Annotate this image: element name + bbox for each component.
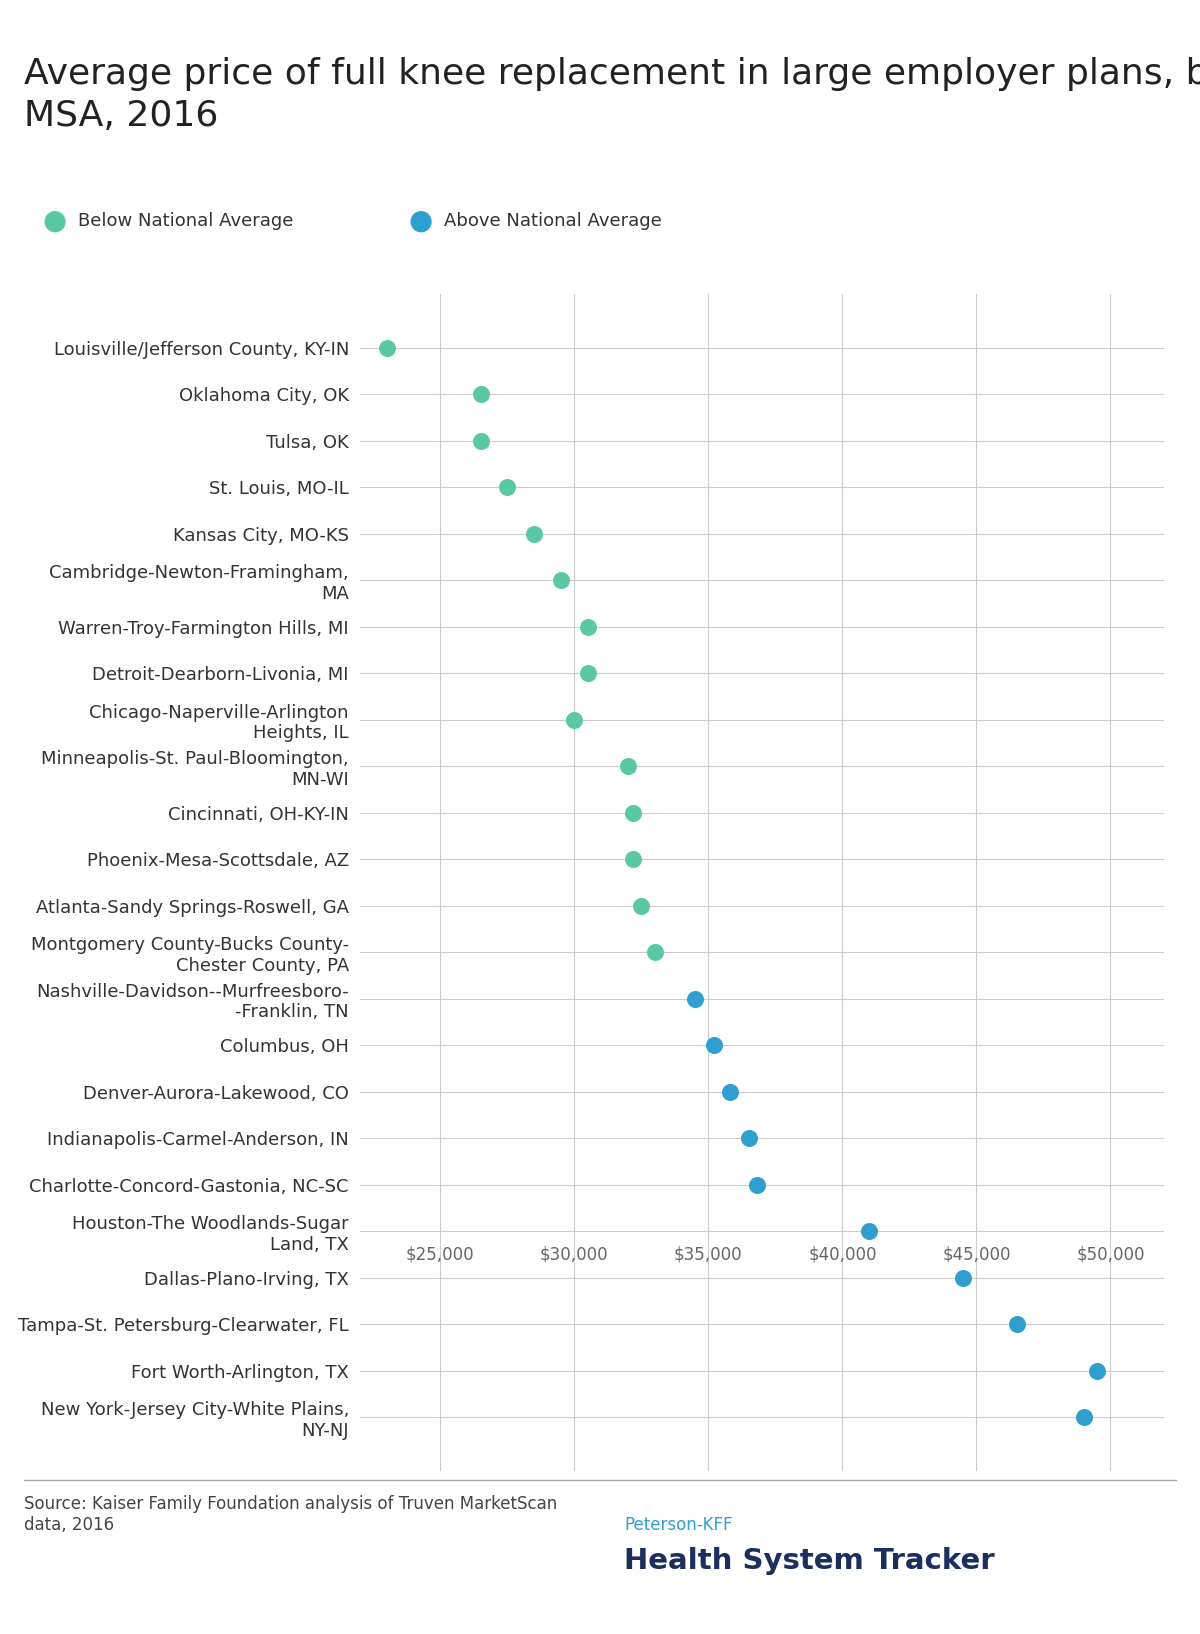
Point [470, 381, 491, 407]
Point [631, 892, 650, 918]
Text: $35,000: $35,000 [674, 1245, 743, 1263]
Text: Source: Kaiser Family Foundation analysis of Truven MarketScan
data, 2016: Source: Kaiser Family Foundation analysi… [24, 1495, 557, 1534]
Point [1007, 1310, 1026, 1337]
Point [1087, 1358, 1106, 1384]
Text: Average price of full knee replacement in large employer plans, by
MSA, 2016: Average price of full knee replacement i… [24, 57, 1200, 134]
Point [470, 428, 491, 454]
Point [578, 660, 598, 686]
Text: $40,000: $40,000 [808, 1245, 877, 1263]
Point [578, 613, 598, 639]
Text: Health System Tracker: Health System Tracker [624, 1547, 995, 1575]
Point [377, 335, 396, 361]
Point [618, 753, 637, 779]
Point [685, 985, 704, 1011]
Point [954, 1265, 973, 1291]
Point [739, 1126, 758, 1152]
Text: ●: ● [408, 206, 432, 235]
Text: Below National Average: Below National Average [78, 211, 293, 230]
Text: $30,000: $30,000 [540, 1245, 608, 1263]
Text: $45,000: $45,000 [942, 1245, 1010, 1263]
Point [748, 1172, 767, 1198]
Text: Peterson-KFF: Peterson-KFF [624, 1516, 732, 1534]
Point [498, 474, 517, 500]
Point [704, 1033, 724, 1059]
Point [624, 799, 643, 825]
Point [646, 940, 665, 966]
Point [624, 846, 643, 873]
Point [859, 1217, 878, 1243]
Text: Above National Average: Above National Average [444, 211, 661, 230]
Point [1074, 1404, 1093, 1430]
Text: ●: ● [42, 206, 66, 235]
Point [565, 706, 584, 732]
Text: $50,000: $50,000 [1076, 1245, 1145, 1263]
Point [552, 567, 571, 593]
Point [720, 1078, 739, 1105]
Point [524, 521, 544, 547]
Text: $25,000: $25,000 [406, 1245, 475, 1263]
